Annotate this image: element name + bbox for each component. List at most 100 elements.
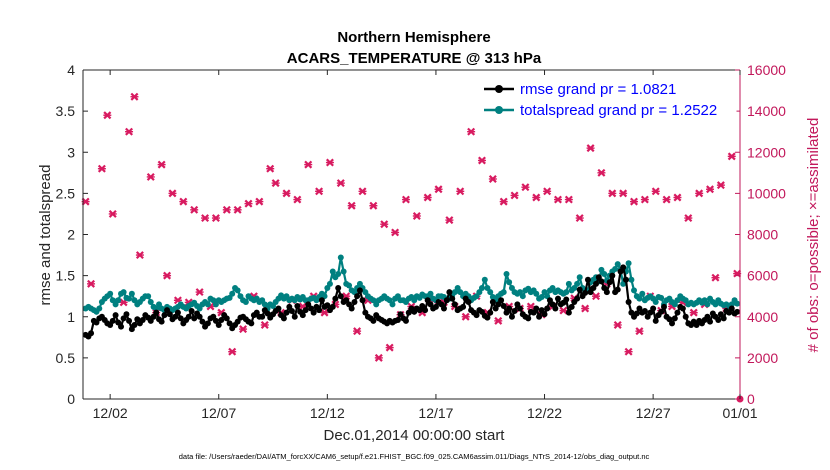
rmse-point: [112, 312, 119, 319]
obs-count-marker: [510, 191, 519, 200]
rmse-point: [199, 318, 206, 325]
obs-count-marker: [689, 308, 698, 317]
y-tick-label-left: 3: [67, 144, 75, 160]
totalspread-point: [427, 290, 434, 297]
rmse-point: [671, 315, 678, 322]
totalspread-point: [242, 298, 249, 305]
obs-count-marker: [190, 205, 199, 214]
obs-count-marker: [391, 228, 400, 237]
rmse-point: [275, 305, 282, 312]
rmse-point: [660, 303, 667, 310]
rmse-point: [658, 308, 665, 315]
obs-count-marker: [706, 185, 715, 194]
x-tick-label: 01/01: [722, 405, 757, 421]
totalspread-point: [506, 279, 513, 286]
totalspread-point: [704, 301, 711, 308]
obs-count-marker: [293, 195, 302, 204]
rmse-point: [506, 305, 513, 312]
rmse-point: [500, 303, 507, 310]
obs-count-marker: [553, 195, 562, 204]
obs-count-marker: [358, 187, 367, 196]
rmse-point: [552, 305, 559, 312]
totalspread-point: [500, 289, 507, 296]
totalspread-point: [503, 270, 510, 277]
rmse-point: [348, 305, 355, 312]
obs-count-marker: [385, 343, 394, 352]
rmse-point: [324, 302, 331, 309]
obs-count-marker: [727, 152, 736, 161]
obs-count-marker: [499, 197, 508, 206]
obs-count-marker: [662, 195, 671, 204]
totalspread-point: [96, 305, 103, 312]
obs-count-marker: [423, 193, 432, 202]
totalspread-point: [631, 287, 638, 294]
totalspread-point: [601, 270, 608, 277]
rmse-point: [633, 310, 640, 317]
x-tick-label: 12/17: [418, 405, 453, 421]
rmse-point: [554, 295, 561, 302]
legend-spread-marker: [495, 106, 503, 114]
totalspread-point: [658, 294, 665, 301]
totalspread-point: [519, 293, 526, 300]
obs-count-marker: [461, 312, 470, 321]
totalspread-point: [115, 297, 122, 304]
rmse-point: [153, 309, 160, 316]
obs-count-marker: [168, 189, 177, 198]
obs-count-marker: [543, 187, 552, 196]
rmse-point: [316, 307, 323, 314]
obs-count-marker: [673, 193, 682, 202]
rmse-point: [516, 305, 523, 312]
rmse-point: [707, 318, 714, 325]
totalspread-point: [576, 274, 583, 281]
rmse-point: [259, 313, 266, 320]
rmse-point: [679, 305, 686, 312]
obs-count-marker: [434, 185, 443, 194]
rmse-point: [188, 307, 195, 314]
y-tick-label-right: 2000: [747, 350, 778, 366]
rmse-point: [291, 313, 298, 320]
legend-box: [479, 75, 737, 123]
obs-count-marker: [564, 195, 573, 204]
rmse-point: [576, 286, 583, 293]
obs-count-marker: [163, 271, 172, 280]
rmse-point: [158, 318, 165, 325]
y-tick-label-left: 0: [67, 391, 75, 407]
y-tick-label-right: 8000: [747, 227, 778, 243]
obs-count-marker: [613, 320, 622, 329]
obs-count-marker: [157, 160, 166, 169]
obs-count-marker: [624, 347, 633, 356]
totalspread-point: [636, 295, 643, 302]
y-tick-label-right: 4000: [747, 309, 778, 325]
totalspread-point: [639, 290, 646, 297]
rmse-point: [541, 311, 548, 318]
obs-count-marker: [244, 199, 253, 208]
obs-count-marker: [320, 308, 329, 317]
obs-count-marker: [608, 189, 617, 198]
rmse-point: [440, 305, 447, 312]
obs-count-marker: [135, 251, 144, 260]
rmse-point: [196, 313, 203, 320]
rmse-point: [536, 313, 543, 320]
rmse-point: [123, 311, 130, 318]
y-tick-label-right: 10000: [747, 185, 786, 201]
rmse-point: [715, 317, 722, 324]
totalspread-point: [329, 268, 336, 275]
obs-count-marker: [260, 320, 269, 329]
rmse-point: [533, 305, 540, 312]
y-tick-label-right: 0: [747, 391, 755, 407]
rmse-point: [88, 330, 95, 337]
obs-count-marker: [304, 160, 313, 169]
obs-count-marker: [325, 158, 334, 167]
obs-count-marker: [380, 220, 389, 229]
obs-count-marker: [130, 92, 139, 101]
rmse-point: [620, 264, 627, 271]
obs-count-marker: [125, 127, 134, 136]
totalspread-series: [82, 254, 741, 315]
rmse-point: [215, 321, 222, 328]
rmse-point: [394, 317, 401, 324]
obs-count-marker: [521, 183, 530, 192]
obs-count-marker: [592, 292, 601, 301]
totalspread-point: [147, 298, 154, 305]
obs-count-marker: [635, 327, 644, 336]
rmse-point: [354, 293, 361, 300]
